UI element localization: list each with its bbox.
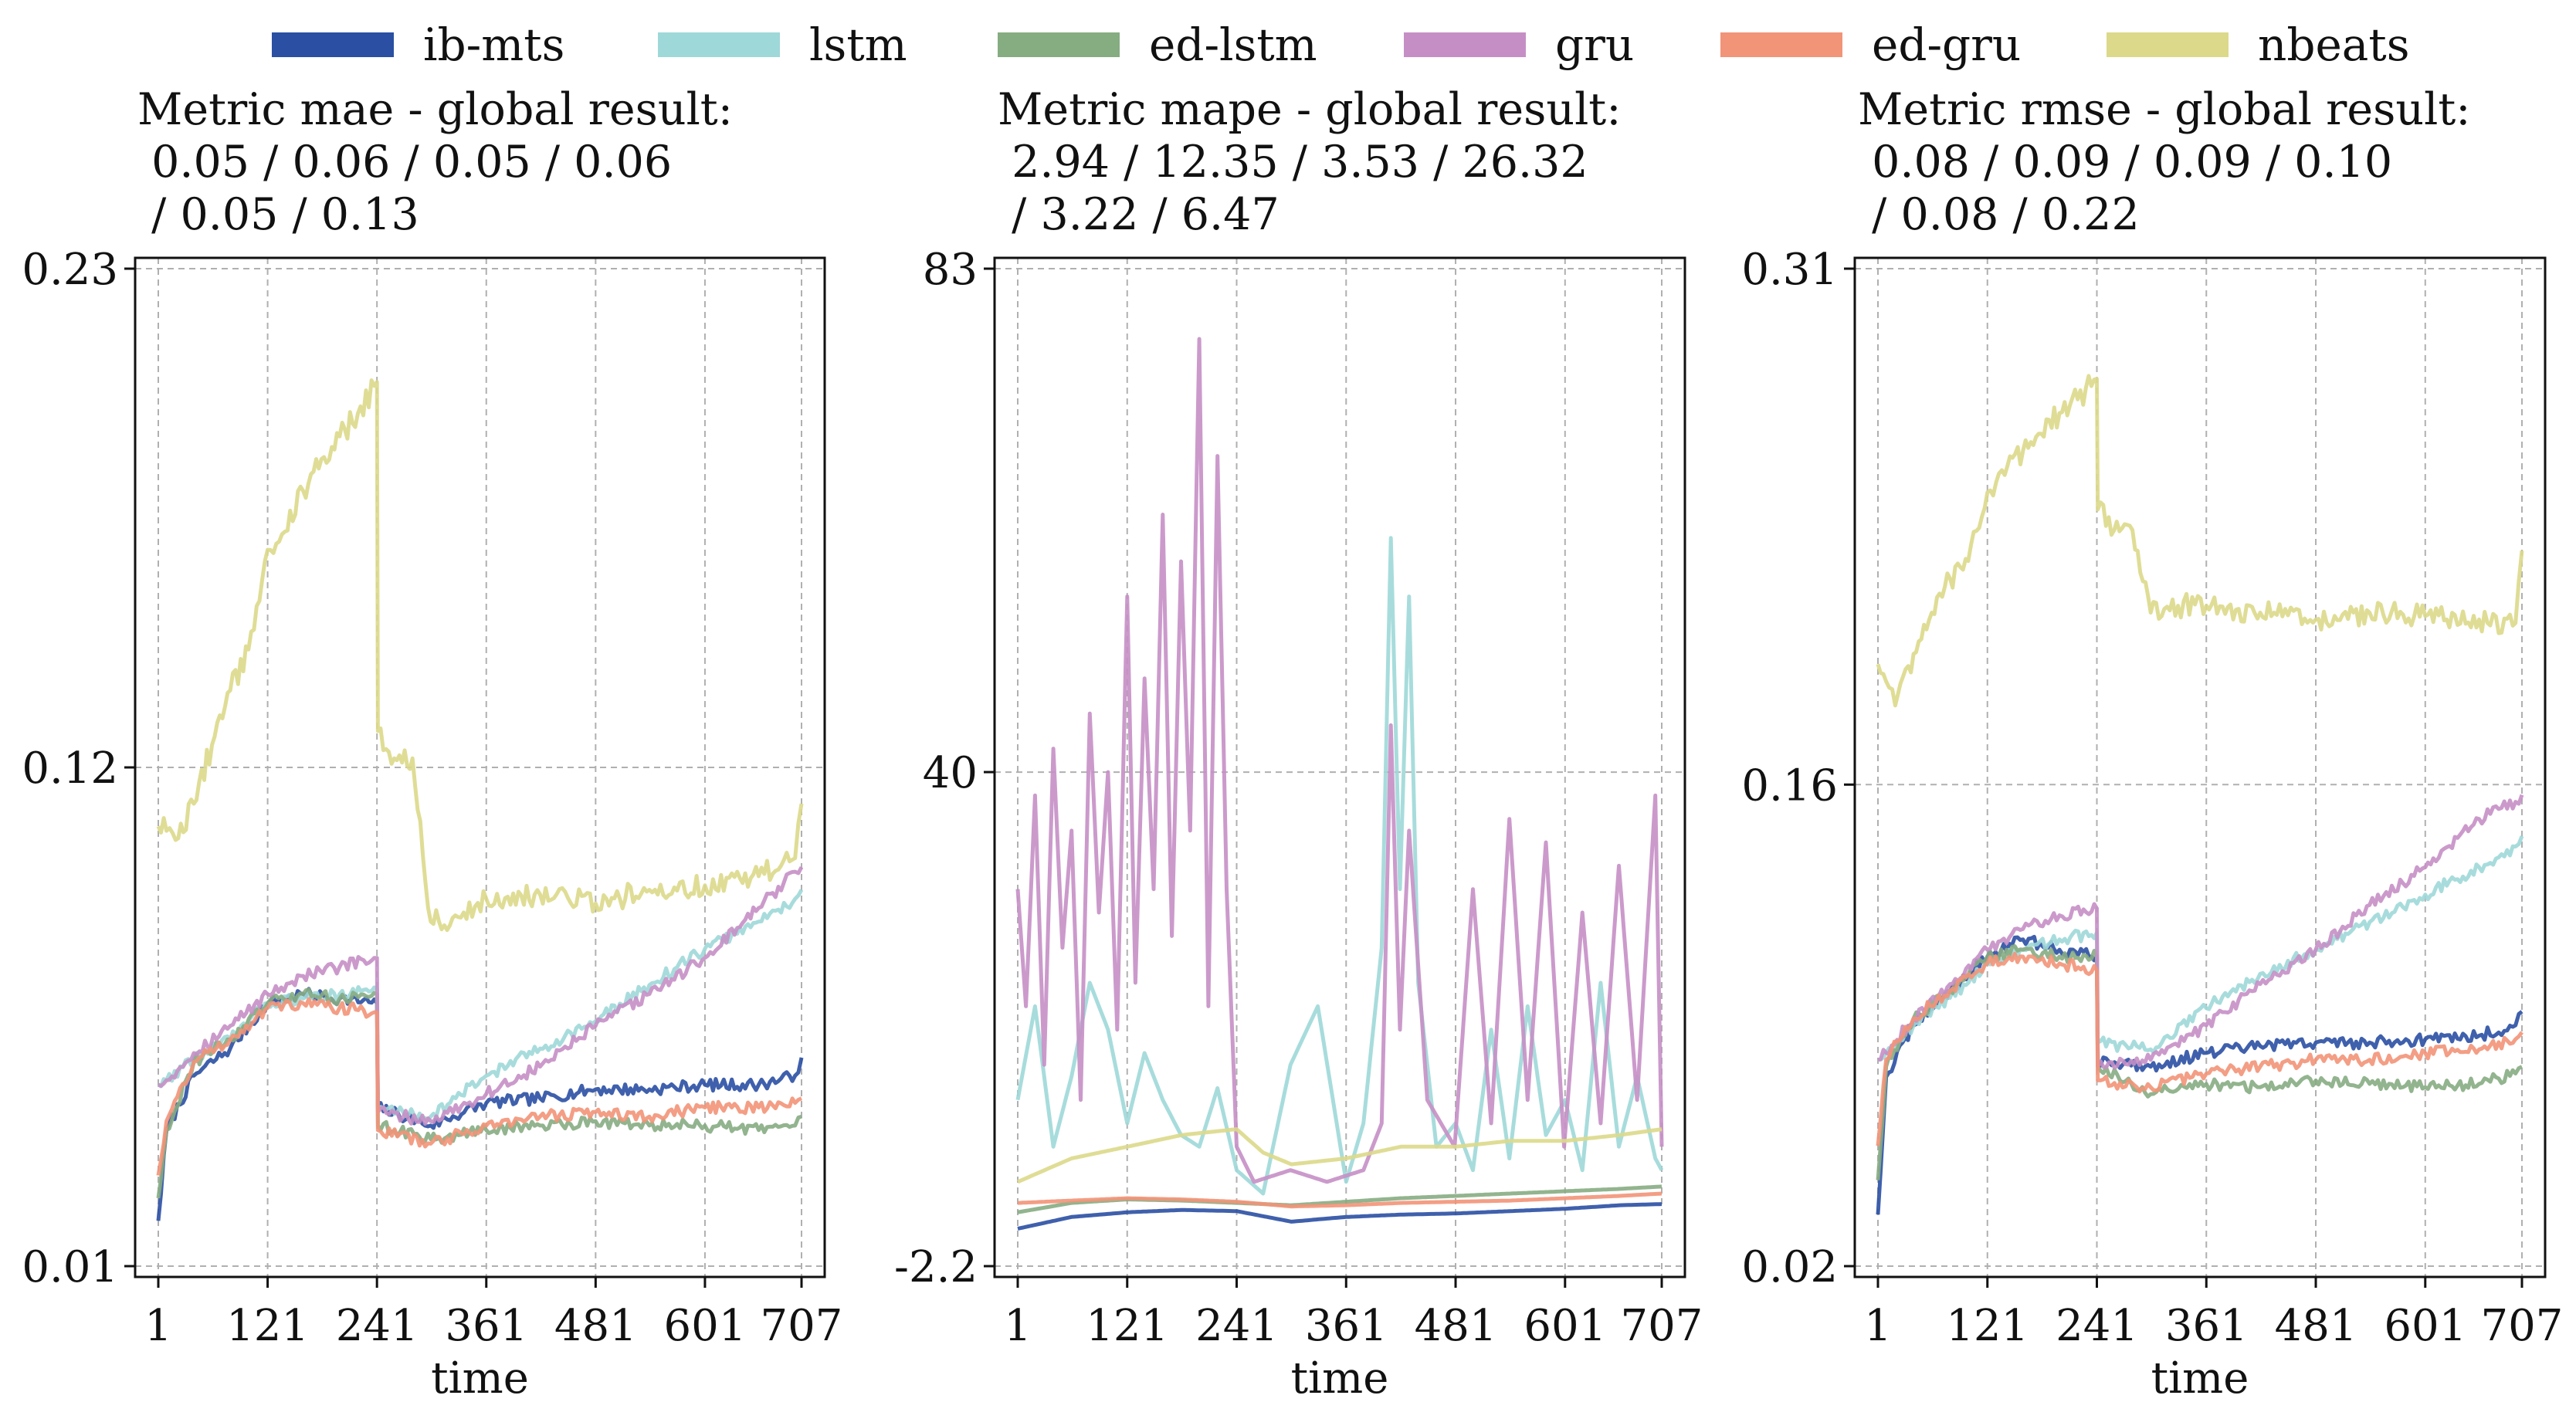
x-tick-label: 361 (2165, 1301, 2248, 1351)
x-tick-label: 121 (226, 1301, 309, 1351)
x-tick-label: 361 (1305, 1301, 1388, 1351)
series-line-ib-mts (1017, 1202, 1663, 1231)
title-line: 0.08 / 0.09 / 0.09 / 0.10 (1858, 137, 2393, 188)
x-tick-label: 241 (1195, 1301, 1278, 1351)
plot-frame (993, 256, 1686, 1278)
y-tick-label: 40 (923, 748, 978, 798)
series-line-gru (1015, 337, 1664, 1184)
legend-label: ed-gru (1872, 19, 2022, 71)
legend-item-lstm: lstm (658, 14, 907, 76)
x-tick-label: 707 (2481, 1301, 2564, 1351)
series-line-nbeats (1876, 374, 2524, 708)
legend-item-ib-mts: ib-mts (272, 14, 564, 76)
x-tick-label: 241 (2056, 1301, 2138, 1351)
series-line-gru (158, 866, 804, 1126)
legend-item-gru: gru (1404, 14, 1634, 76)
title-line: / 3.22 / 6.47 (998, 189, 1280, 240)
panel-title-mae: Metric mae - global result: 0.05 / 0.06 … (137, 83, 733, 241)
title-line: / 0.05 / 0.13 (137, 189, 419, 240)
x-axis-label: time (1291, 1353, 1389, 1404)
series-line-gru (1877, 794, 2524, 1070)
series-line-ed-gru (156, 997, 803, 1176)
series-line-ed-gru (1017, 1191, 1663, 1209)
y-tick-label: 0.31 (1741, 245, 1838, 295)
x-tick-label: 481 (554, 1301, 637, 1351)
x-tick-label: 1 (144, 1301, 172, 1351)
legend-swatch-nbeats (2107, 32, 2229, 57)
legend-swatch-ib-mts (272, 32, 394, 57)
x-tick-label: 241 (336, 1301, 419, 1351)
x-tick-label: 1 (1864, 1301, 1892, 1351)
x-tick-label: 481 (2275, 1301, 2357, 1351)
title-line: Metric mae - global result: (137, 84, 733, 135)
x-axis-label: time (2151, 1353, 2249, 1404)
y-tick-label: 83 (923, 245, 978, 295)
y-tick-label: 0.02 (1741, 1242, 1838, 1292)
legend-swatch-ed-gru (1720, 32, 1842, 57)
x-tick-label: 121 (1946, 1301, 2029, 1351)
legend-label: ib-mts (423, 19, 565, 71)
legend-item-nbeats: nbeats (2107, 14, 2409, 76)
panel-title-mape: Metric mape - global result: 2.94 / 12.3… (998, 83, 1621, 241)
x-tick-label: 707 (1621, 1301, 1703, 1351)
y-tick-label: -2.2 (894, 1242, 978, 1292)
legend-label: nbeats (2258, 19, 2410, 71)
title-line: 0.05 / 0.06 / 0.05 / 0.06 (137, 137, 673, 188)
x-tick-label: 601 (663, 1301, 746, 1351)
y-tick-label: 0.12 (22, 743, 118, 794)
x-tick-label: 707 (761, 1301, 843, 1351)
legend-swatch-lstm (658, 32, 780, 57)
legend-item-ed-lstm: ed-lstm (998, 14, 1317, 76)
x-axis-label: time (431, 1353, 529, 1404)
legend-label: gru (1555, 19, 1635, 71)
legend-item-ed-gru: ed-gru (1720, 14, 2021, 76)
series-line-ed-lstm (1876, 944, 2523, 1180)
legend-label: lstm (809, 19, 907, 71)
x-tick-label: 361 (445, 1301, 527, 1351)
series-line-nbeats (156, 378, 804, 933)
y-tick-label: 0.16 (1741, 760, 1838, 811)
title-line: 2.94 / 12.35 / 3.53 / 26.32 (998, 137, 1588, 188)
legend: ib-mts lstm ed-lstm gru ed-gru nbeats (0, 14, 2576, 76)
series-line-ed-gru (1876, 951, 2524, 1146)
y-tick-label: 0.01 (22, 1242, 118, 1292)
x-tick-label: 601 (1524, 1301, 1606, 1351)
panel-title-rmse: Metric rmse - global result: 0.08 / 0.09… (1858, 83, 2470, 241)
series-line-nbeats (1017, 1127, 1663, 1184)
x-tick-label: 121 (1086, 1301, 1168, 1351)
x-tick-label: 1 (1004, 1301, 1032, 1351)
series-line-lstm (1015, 536, 1664, 1196)
title-line: Metric rmse - global result: (1858, 84, 2471, 135)
x-tick-label: 481 (1415, 1301, 1497, 1351)
title-line: / 0.08 / 0.22 (1858, 189, 2140, 240)
x-tick-label: 601 (2384, 1301, 2466, 1351)
title-line: Metric mape - global result: (998, 84, 1622, 135)
y-tick-label: 0.23 (22, 245, 118, 295)
plot-frame (1853, 256, 2547, 1278)
legend-swatch-gru (1404, 32, 1526, 57)
legend-swatch-ed-lstm (998, 32, 1120, 57)
legend-label: ed-lstm (1149, 19, 1317, 71)
